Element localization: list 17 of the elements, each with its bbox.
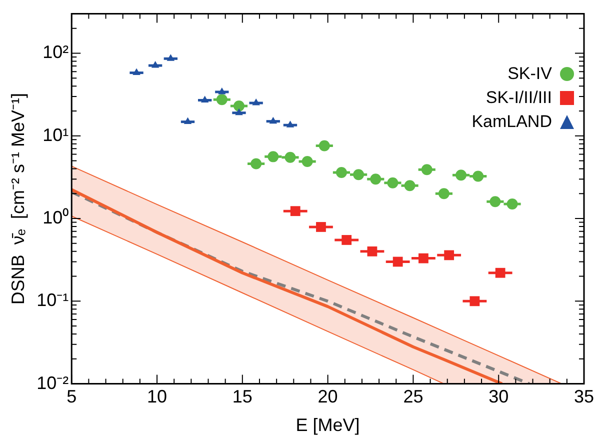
legend-label: KamLAND bbox=[472, 111, 552, 133]
y-tick-label: 10¹ bbox=[42, 124, 69, 145]
legend-label: SK-I/II/III bbox=[486, 87, 552, 109]
legend-label: SK-IV bbox=[508, 63, 552, 85]
x-tick-label: 15 bbox=[232, 386, 252, 407]
y-tick-label: 10² bbox=[42, 42, 69, 62]
y-tick-label: 10⁻² bbox=[36, 372, 69, 393]
y-tick-label: 10⁻¹ bbox=[36, 290, 69, 310]
y-axis-title: DSNB ν̄ₑ [cm⁻² s⁻¹ MeV⁻¹] bbox=[8, 92, 28, 305]
x-tick-label: 35 bbox=[574, 386, 594, 407]
y-tick-label: 10⁰ bbox=[42, 207, 69, 228]
x-tick-label: 20 bbox=[318, 386, 338, 407]
x-tick-label: 30 bbox=[488, 386, 509, 407]
x-axis-title: E [MeV] bbox=[296, 415, 360, 436]
x-tick-label: 25 bbox=[403, 386, 424, 407]
x-tick-label: 5 bbox=[66, 386, 77, 407]
x-tick-label: 10 bbox=[146, 386, 168, 407]
